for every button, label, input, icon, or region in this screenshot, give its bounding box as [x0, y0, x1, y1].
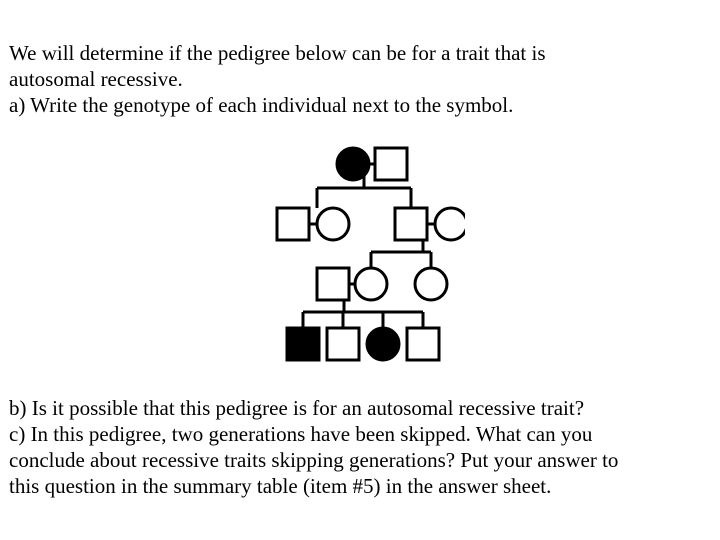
pedigree-node-g2-1 [277, 208, 309, 240]
pedigree-node-g4-4 [407, 328, 439, 360]
pedigree-node-g4-3 [367, 328, 399, 360]
pedigree-node-g2-3 [395, 208, 427, 240]
pedigree-node-g1-2 [375, 148, 407, 180]
part-b: b) Is it possible that this pedigree is … [9, 395, 584, 421]
pedigree-node-g3-2 [355, 268, 387, 300]
pedigree-node-g1-1 [337, 148, 369, 180]
pedigree-node-g3-1 [317, 268, 349, 300]
pedigree-node-g2-4 [435, 208, 465, 240]
intro-line-1: We will determine if the pedigree below … [9, 40, 546, 66]
pedigree-diagram [255, 130, 465, 400]
pedigree-node-g3-3 [415, 268, 447, 300]
part-c-line-3: this question in the summary table (item… [9, 473, 551, 499]
pedigree-node-g2-2 [317, 208, 349, 240]
intro-line-2: autosomal recessive. [9, 66, 183, 92]
pedigree-node-g4-2 [327, 328, 359, 360]
pedigree-node-g4-1 [287, 328, 319, 360]
part-a: a) Write the genotype of each individual… [9, 92, 513, 118]
part-c-line-2: conclude about recessive traits skipping… [9, 447, 618, 473]
part-c-line-1: c) In this pedigree, two generations hav… [9, 421, 592, 447]
